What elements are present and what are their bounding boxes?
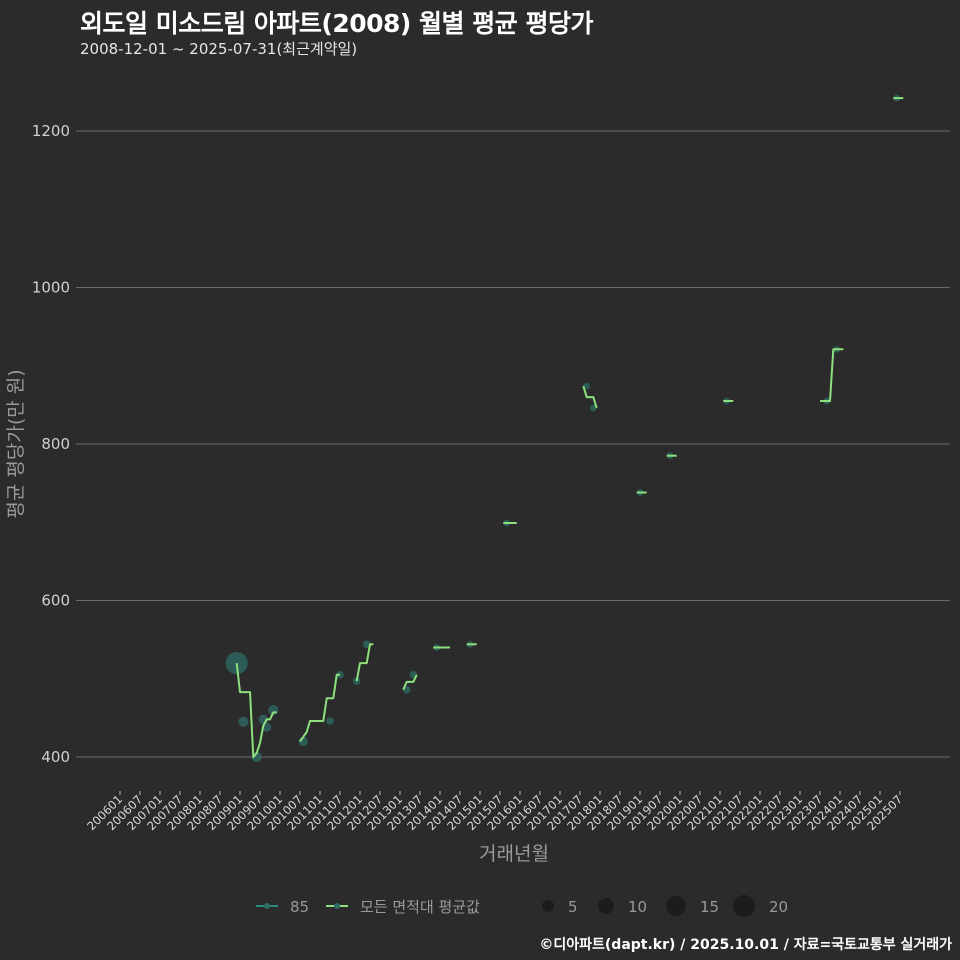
y-tick-label: 600 <box>41 592 70 610</box>
grid-lines <box>76 130 950 758</box>
legend-size-key <box>598 898 614 914</box>
x-axis-ticks: 2006012006072007012007072008012008072009… <box>84 791 905 833</box>
legend-point-key <box>334 903 340 909</box>
legend: 85 모든 면적대 평균값 5 10 15 20 <box>256 895 788 917</box>
step-line <box>582 385 598 409</box>
footer-credit: ©디아파트(dapt.kr) / 2025.10.01 / 자료=국토교통부 실… <box>539 937 952 953</box>
legend-size-label: 10 <box>628 898 647 916</box>
y-axis-ticks: 400 600 800 1000 1200 <box>32 122 70 766</box>
chart-subtitle: 2008-12-01 ~ 2025-07-31(최근계약일) <box>80 40 358 58</box>
y-tick-label: 400 <box>41 748 70 766</box>
data-bubble <box>238 716 249 727</box>
x-axis-title: 거래년월 <box>479 843 549 865</box>
step-line <box>235 662 277 758</box>
legend-label: 85 <box>290 898 309 916</box>
legend-size-key <box>666 896 686 916</box>
legend-size-label: 15 <box>700 898 719 916</box>
series-85-bubbles <box>225 94 901 763</box>
legend-size-key <box>733 895 755 917</box>
data-bubble <box>225 652 248 675</box>
y-tick-label: 1200 <box>32 122 70 140</box>
y-tick-label: 800 <box>41 435 70 453</box>
y-tick-label: 1000 <box>32 279 70 297</box>
step-line <box>299 673 340 742</box>
data-bubble <box>352 677 361 685</box>
chart-title: 외도일 미소드림 아파트(2008) 월별 평균 평당가 <box>80 9 593 38</box>
step-line <box>402 674 418 691</box>
legend-size-key <box>542 900 554 912</box>
data-bubble <box>583 382 591 390</box>
legend-size-label: 20 <box>769 898 788 916</box>
data-bubble <box>589 404 597 412</box>
legend-label: 모든 면적대 평균값 <box>360 898 480 916</box>
data-bubble <box>326 717 334 725</box>
step-line <box>820 348 844 402</box>
series-average-steps <box>235 97 904 758</box>
step-line <box>355 643 374 682</box>
data-bubble <box>362 640 371 649</box>
y-axis-title: 평균 평당가(만 원) <box>5 369 27 518</box>
legend-size-label: 5 <box>568 898 578 916</box>
legend-point-key <box>264 903 270 909</box>
